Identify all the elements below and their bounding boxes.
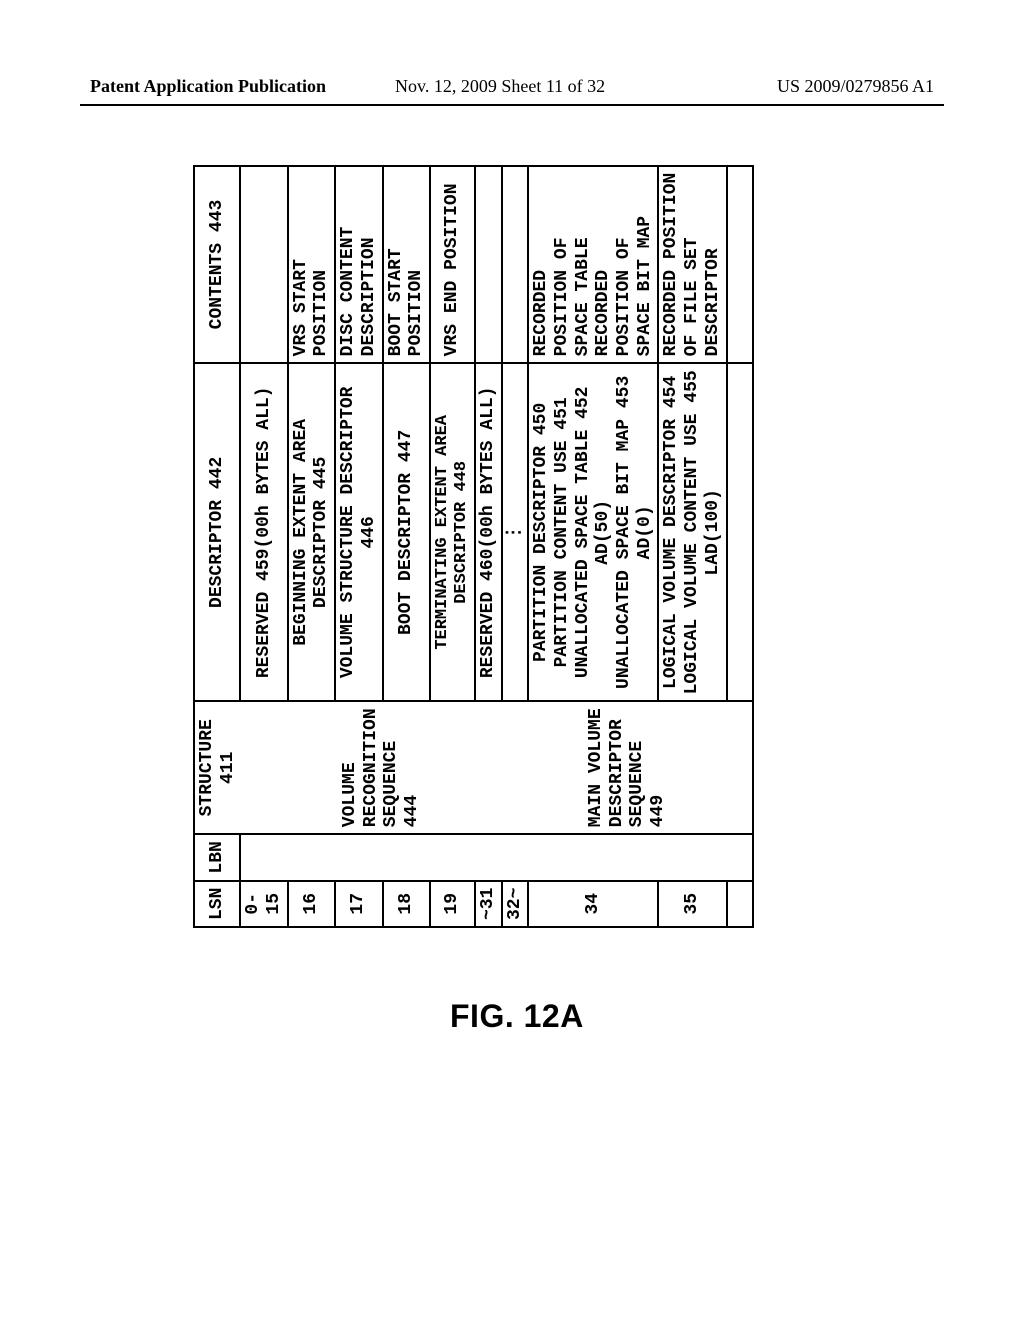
cell-contents: BOOT START POSITION bbox=[383, 166, 430, 364]
cell-descriptor: TERMINATING EXTENT AREA DESCRIPTOR 448 bbox=[430, 363, 475, 701]
cell-lbn bbox=[502, 834, 529, 880]
cell-lbn bbox=[383, 834, 430, 880]
table-row: ~31 RESERVED 460(00h BYTES ALL) bbox=[475, 166, 502, 927]
cell-lsn: 18 bbox=[383, 881, 430, 927]
cell-lbn bbox=[528, 834, 658, 880]
page: Patent Application Publication Nov. 12, … bbox=[0, 0, 1024, 1320]
cell-contents bbox=[727, 166, 754, 364]
table-row: 0-15 RESERVED 459(00h BYTES ALL) bbox=[240, 166, 287, 927]
col-lbn: LBN bbox=[194, 834, 240, 880]
cell-lbn bbox=[658, 834, 726, 880]
cell-descriptor: ⋮ bbox=[502, 363, 529, 701]
figure-container: LSN LBN STRUCTURE 411 DESCRIPTOR 442 CON… bbox=[193, 178, 833, 928]
cell-lbn bbox=[475, 834, 502, 880]
table-row: 32~ ⋮ bbox=[502, 166, 529, 927]
cell-lsn: ~31 bbox=[475, 881, 502, 927]
figure-label: FIG. 12A bbox=[450, 998, 584, 1035]
col-contents: CONTENTS 443 bbox=[194, 166, 240, 364]
cell-lbn bbox=[727, 834, 754, 880]
cell-structure bbox=[502, 701, 529, 834]
cell-contents: VRS START POSITION bbox=[288, 166, 335, 364]
header-rule bbox=[80, 104, 944, 106]
descriptor-table: LSN LBN STRUCTURE 411 DESCRIPTOR 442 CON… bbox=[193, 165, 754, 928]
cell-contents: RECORDED POSITION OF FILE SET DESCRIPTOR bbox=[658, 166, 726, 364]
cell-structure-mvds: MAIN VOLUME DESCRIPTOR SEQUENCE 449 bbox=[528, 701, 726, 834]
header-center: Nov. 12, 2009 Sheet 11 of 32 bbox=[395, 76, 605, 97]
cell-lbn bbox=[240, 834, 287, 880]
cell-lbn bbox=[288, 834, 335, 880]
table-row: 16 VOLUME RECOGNITION SEQUENCE 444 BEGIN… bbox=[288, 166, 335, 927]
cell-structure bbox=[475, 701, 502, 834]
cell-contents: RECORDED POSITION OF SPACE TABLE RECORDE… bbox=[528, 166, 658, 364]
cell-lsn: 0-15 bbox=[240, 881, 287, 927]
cell-structure-vrs: VOLUME RECOGNITION SEQUENCE 444 bbox=[288, 701, 475, 834]
cell-descriptor: RESERVED 459(00h BYTES ALL) bbox=[240, 363, 287, 701]
cell-descriptor: LOGICAL VOLUME DESCRIPTOR 454 LOGICAL VO… bbox=[658, 363, 726, 701]
cell-contents: DISC CONTENT DESCRIPTION bbox=[335, 166, 382, 364]
cell-descriptor: PARTITION DESCRIPTOR 450 PARTITION CONTE… bbox=[528, 363, 658, 701]
cell-descriptor: BEGINNING EXTENT AREA DESCRIPTOR 445 bbox=[288, 363, 335, 701]
cell-contents: VRS END POSITION bbox=[430, 166, 475, 364]
cell-lsn: 34 bbox=[528, 881, 658, 927]
cell-descriptor bbox=[727, 363, 754, 701]
header-right: US 2009/0279856 A1 bbox=[777, 76, 934, 97]
col-descriptor: DESCRIPTOR 442 bbox=[194, 363, 240, 701]
cell-contents bbox=[475, 166, 502, 364]
col-lsn: LSN bbox=[194, 881, 240, 927]
cell-contents bbox=[502, 166, 529, 364]
cell-descriptor: RESERVED 460(00h BYTES ALL) bbox=[475, 363, 502, 701]
header-left: Patent Application Publication bbox=[90, 76, 326, 97]
cell-descriptor: BOOT DESCRIPTOR 447 bbox=[383, 363, 430, 701]
cell-lsn: 32~ bbox=[502, 881, 529, 927]
cell-descriptor: VOLUME STRUCTURE DESCRIPTOR 446 bbox=[335, 363, 382, 701]
table-row bbox=[727, 166, 754, 927]
col-structure: STRUCTURE 411 bbox=[194, 701, 240, 834]
cell-structure bbox=[240, 701, 287, 834]
cell-lsn bbox=[727, 881, 754, 927]
cell-lsn: 17 bbox=[335, 881, 382, 927]
cell-lbn bbox=[430, 834, 475, 880]
cell-lsn: 16 bbox=[288, 881, 335, 927]
cell-structure bbox=[727, 701, 754, 834]
table-row: 34 MAIN VOLUME DESCRIPTOR SEQUENCE 449 P… bbox=[528, 166, 658, 927]
cell-lsn: 35 bbox=[658, 881, 726, 927]
cell-lbn bbox=[335, 834, 382, 880]
cell-lsn: 19 bbox=[430, 881, 475, 927]
cell-contents bbox=[240, 166, 287, 364]
